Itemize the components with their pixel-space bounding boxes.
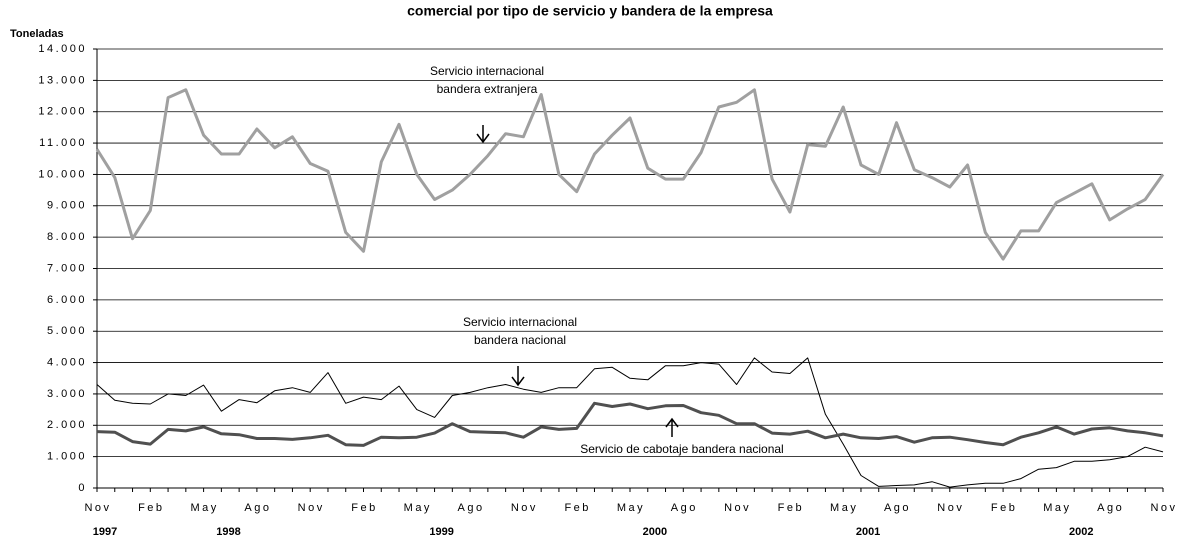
arrow [511, 366, 525, 387]
y-tick-label: 4.000 [47, 356, 87, 368]
x-tick-label: Ago [244, 502, 271, 514]
series-label: Servicio de cabotaje bandera nacional [580, 442, 783, 456]
x-tick-label: Ago [1097, 502, 1124, 514]
x-tick-label: May [190, 502, 218, 514]
x-tick-label: Nov [937, 502, 964, 514]
series-label: bandera nacional [474, 333, 566, 347]
y-tick-label: 11.000 [39, 137, 87, 149]
x-tick-label: Ago [671, 502, 698, 514]
chart-title: comercial por tipo de servicio y bandera… [407, 3, 773, 19]
series-label: bandera extranjera [437, 82, 538, 96]
x-tick-label: Nov [1150, 502, 1177, 514]
y-tick-label: 7.000 [47, 262, 87, 274]
y-tick-label: 9.000 [47, 200, 87, 212]
arrow [665, 417, 679, 437]
y-tick-label: 2.000 [47, 419, 87, 431]
series-line [96, 357, 1164, 488]
arrow [476, 125, 490, 144]
x-tick-label: May [617, 502, 645, 514]
y-axis-label: Toneladas [10, 28, 64, 40]
year-label: 1998 [216, 526, 240, 538]
y-tick-label: 13.000 [38, 74, 87, 86]
year-label: 1999 [429, 526, 453, 538]
series-line [96, 401, 1164, 447]
x-tick-label: Nov [298, 502, 325, 514]
x-tick-label: May [1043, 502, 1071, 514]
year-label: 2000 [643, 526, 667, 538]
x-tick-label: Nov [724, 502, 751, 514]
year-label: 2002 [1069, 526, 1093, 538]
x-tick-label: Ago [884, 502, 911, 514]
y-tick-label: 14.000 [38, 43, 87, 55]
y-tick-label: 6.000 [47, 294, 87, 306]
series-label: Servicio internacional [463, 315, 577, 329]
x-tick-label: Feb [138, 502, 164, 514]
x-tick-label: Nov [511, 502, 538, 514]
x-tick-label: Feb [564, 502, 590, 514]
x-tick-label: Feb [991, 502, 1017, 514]
y-tick-label: 12.000 [38, 106, 87, 118]
series-line [95, 88, 1165, 261]
year-label: 2001 [856, 526, 880, 538]
y-tick-label: 3.000 [47, 388, 87, 400]
x-tick-label: Feb [351, 502, 377, 514]
year-label: 1997 [93, 526, 117, 538]
y-tick-label: 0 [78, 482, 87, 494]
y-tick-label: 1.000 [47, 451, 87, 463]
y-tick-label: 8.000 [47, 231, 87, 243]
series-label: Servicio internacional [430, 64, 544, 78]
y-tick-label: 10.000 [38, 168, 87, 180]
x-tick-label: May [830, 502, 858, 514]
x-tick-label: May [404, 502, 432, 514]
x-tick-label: Feb [778, 502, 804, 514]
x-tick-label: Ago [458, 502, 485, 514]
y-tick-label: 5.000 [47, 325, 87, 337]
x-tick-label: Nov [84, 502, 111, 514]
